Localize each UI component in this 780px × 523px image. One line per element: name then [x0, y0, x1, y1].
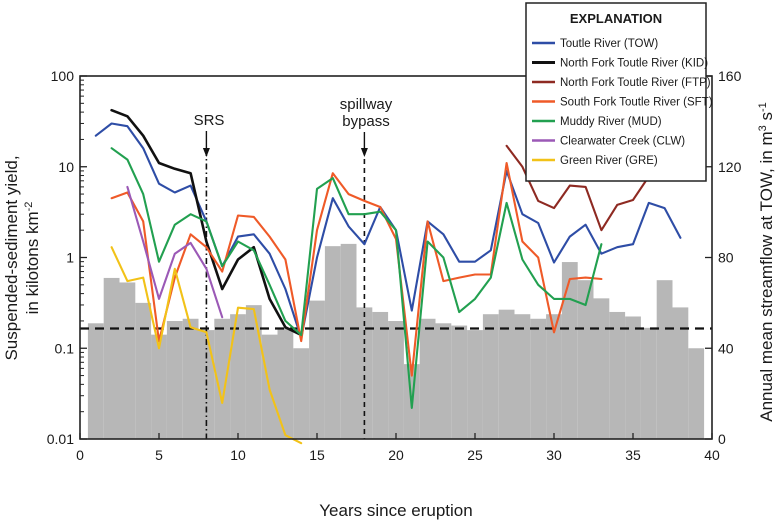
streamflow-bar [498, 309, 515, 439]
series-line [110, 147, 603, 409]
y2-tick-label: 160 [718, 68, 742, 84]
x-tick-label: 25 [467, 447, 483, 463]
y2-axis-label-mid: s [757, 112, 776, 125]
x-tick-label: 30 [546, 447, 562, 463]
series-line [126, 185, 224, 319]
series-line [110, 108, 303, 337]
streamflow-bar [277, 327, 294, 439]
y2-tick-label: 0 [718, 431, 726, 447]
legend: EXPLANATION Toutle River (TOW) North Fork… [525, 2, 713, 182]
annotations: SRS spillway bypass [194, 96, 393, 130]
legend-items: Toutle River (TOW) North Fork Toutle Rive… [532, 38, 713, 167]
streamflow-bar [577, 280, 594, 439]
streamflow-bar [324, 246, 341, 439]
streamflow-bar [182, 318, 199, 439]
legend-title: EXPLANATION [570, 11, 662, 26]
streamflow-bar [119, 282, 136, 439]
y-axis-label-2: in kilotons km-2 [23, 202, 42, 315]
x-tick-label: 15 [309, 447, 325, 463]
legend-label: North Fork Toutle River (FTP) [560, 77, 711, 89]
streamflow-bar [166, 321, 183, 439]
x-tick-label: 10 [230, 447, 246, 463]
streamflow-bar [625, 316, 641, 439]
y2-axis-label-sup1: 3 [757, 125, 769, 131]
legend-label: Green River (GRE) [560, 155, 658, 167]
y2-axis-label: Annual mean streamflow at TOW, in m3 s-1 [757, 102, 776, 422]
series-line [505, 144, 650, 232]
x-tick-label: 35 [625, 447, 641, 463]
streamflow-bar [482, 314, 499, 439]
streamflow-bar [593, 298, 610, 439]
y-tick-label: 10 [58, 159, 74, 175]
legend-label: Toutle River (TOW) [560, 38, 658, 50]
streamflow-bar [372, 311, 389, 439]
y2-tick-label: 80 [718, 250, 734, 266]
streamflow-bar [467, 330, 483, 439]
streamflow-bar [103, 277, 120, 439]
streamflow-bar [245, 305, 262, 439]
y-axis-label-1: Suspended-sediment yield, [2, 155, 21, 360]
streamflow-bar [230, 314, 246, 439]
streamflow-bar [388, 321, 404, 439]
streamflow-bar [356, 307, 373, 439]
streamflow-bar [135, 302, 152, 440]
annotation-srs: SRS [194, 112, 225, 129]
y-tick-label: 100 [51, 68, 75, 84]
y2-axis-label-text: Annual mean streamflow at TOW, in m [757, 131, 776, 421]
y-tick-label: 0.1 [55, 340, 75, 356]
streamflow-bar [672, 307, 689, 439]
y-tick-label: 1 [66, 250, 74, 266]
x-tick-label: 40 [704, 447, 720, 463]
streamflow-bar [435, 323, 452, 439]
y2-tick-label: 120 [718, 159, 742, 175]
streamflow-bar [214, 318, 231, 439]
y-axis-label-2-text: in kilotons km [23, 211, 42, 314]
srs-arrow-head [202, 148, 210, 157]
legend-label: Muddy River (MUD) [560, 116, 662, 128]
streamflow-bar [514, 314, 531, 439]
streamflow-bar [151, 334, 167, 439]
streamflow-bar [609, 311, 626, 439]
series-lines [94, 108, 682, 445]
legend-box [525, 2, 707, 182]
x-tick-label: 20 [388, 447, 404, 463]
legend-label: Clearwater Creek (CLW) [560, 136, 685, 148]
streamflow-bar [293, 348, 310, 439]
y2-tick-label: 40 [718, 340, 734, 356]
streamflow-bar [561, 262, 578, 439]
annotation-spillway-2: bypass [342, 113, 390, 130]
streamflow-bar [87, 323, 104, 439]
streamflow-bar [340, 243, 357, 439]
legend-label: South Fork Toutle River (SFT) [560, 97, 713, 109]
streamflow-bar [546, 314, 562, 439]
streamflow-bar [530, 318, 547, 439]
series-line [110, 246, 303, 445]
streamflow-bar [688, 348, 705, 439]
streamflow-bar [309, 300, 325, 439]
streamflow-bars [87, 243, 705, 440]
x-tick-label: 5 [155, 447, 163, 463]
streamflow-bar [656, 280, 673, 439]
streamflow-bar [451, 325, 468, 439]
y-tick-label: 0.01 [47, 431, 74, 447]
x-axis-label: Years since eruption [319, 501, 472, 520]
spillway-arrow-head [360, 148, 368, 157]
threshold-lines [80, 131, 712, 439]
streamflow-bar [640, 327, 657, 439]
y-axis-label-2-superscript: -2 [23, 202, 35, 212]
annotation-spillway-1: spillway [340, 96, 393, 113]
series-line [94, 122, 682, 339]
series-line [110, 161, 603, 377]
x-tick-label: 0 [76, 447, 84, 463]
streamflow-bar [419, 318, 436, 439]
y2-axis-label-sup2: -1 [757, 102, 769, 112]
legend-label: North Fork Toutle River (KID) [560, 58, 708, 70]
